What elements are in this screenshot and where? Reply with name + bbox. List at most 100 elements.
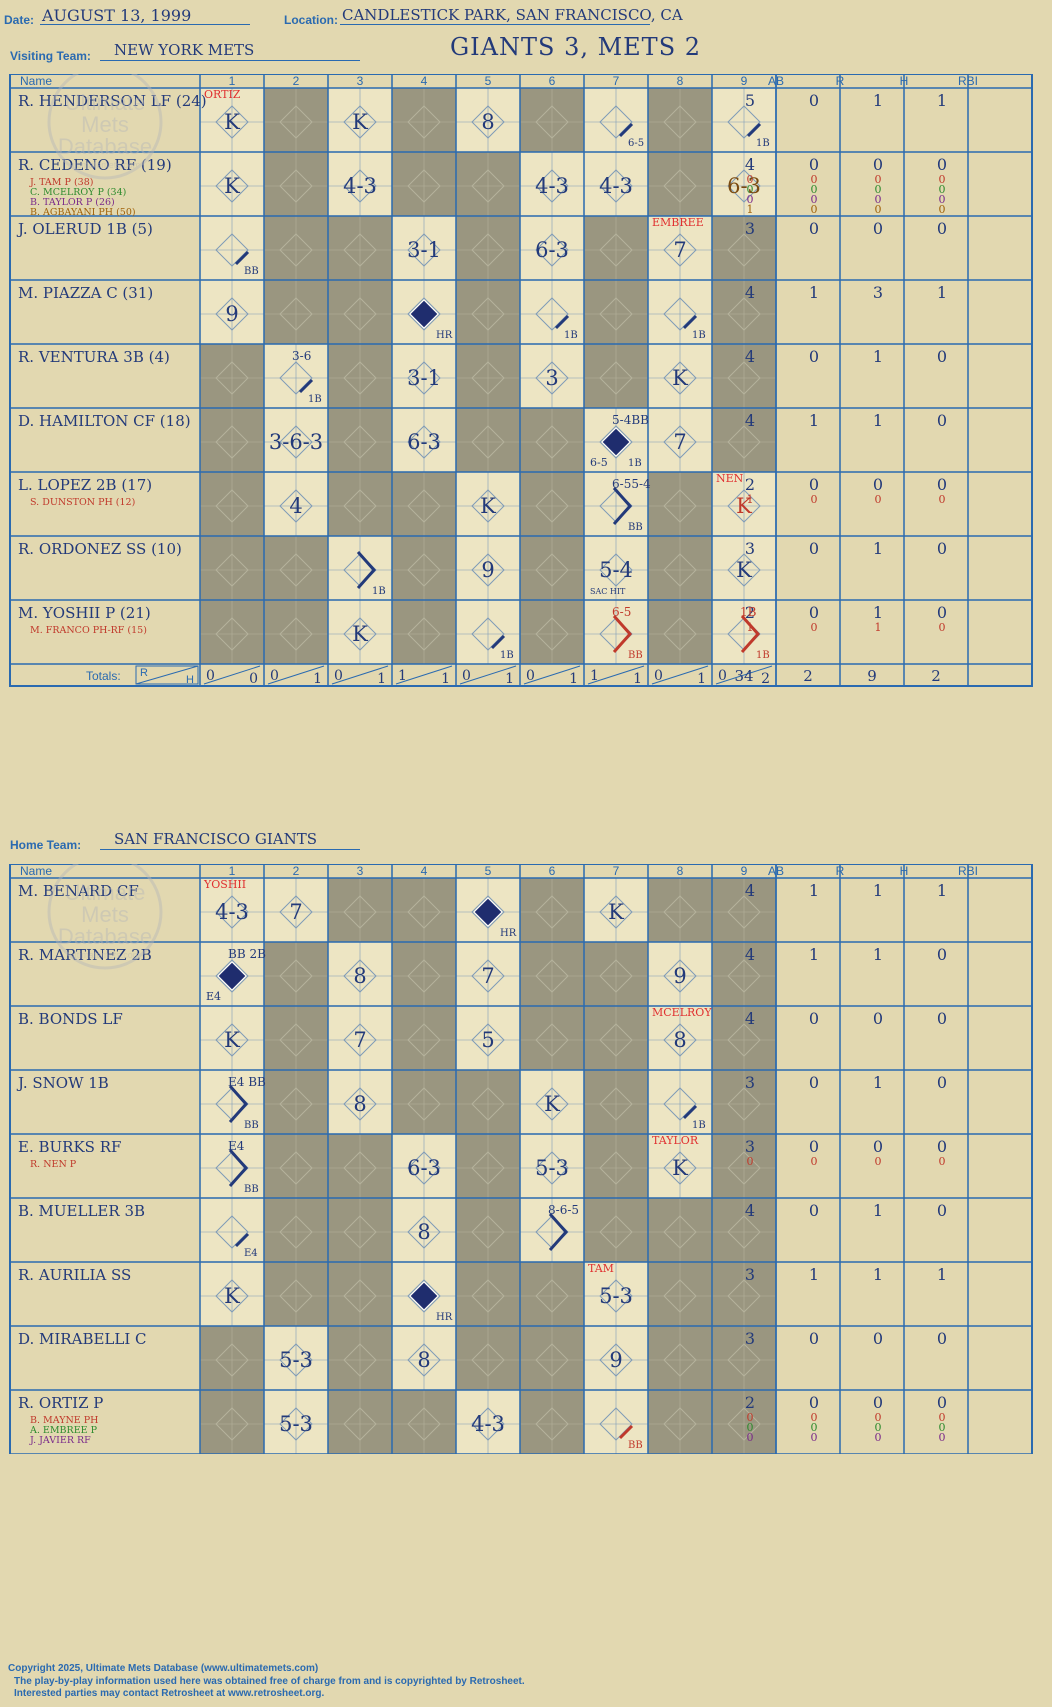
stat-h: 3 [873, 283, 883, 302]
card-border [9, 864, 1033, 1454]
stat-h: 1 [873, 91, 883, 110]
stat-ab: 4 [745, 411, 755, 430]
totals-slash [331, 665, 389, 685]
play-result: 5 [481, 1028, 494, 1052]
stat-ab: 0 [747, 1155, 754, 1168]
play-note: BB [628, 1440, 643, 1451]
play-note: HR [500, 928, 517, 939]
play-result: 7 [289, 900, 302, 924]
play-result: 4 [289, 494, 302, 518]
watermark-line3: Database [58, 134, 152, 159]
batter-name: J. SNOW 1B [16, 1074, 109, 1092]
stat-h: 0 [875, 1421, 882, 1434]
watermark-ring [47, 864, 163, 970]
stat-r: 0 [809, 1201, 819, 1220]
stat-r: 0 [811, 1431, 818, 1444]
game-result-title: GIANTS 3, METS 2 [450, 33, 702, 61]
substitute-name: B. AGBAYANI PH (50) [30, 207, 136, 218]
stat-ab: 4 [745, 1201, 755, 1220]
visiting-team-name: NEW YORK METS [114, 41, 255, 59]
stat-h: 0 [875, 203, 882, 216]
hit-mark [234, 250, 250, 266]
batter-name: M. BENARD CF [18, 882, 139, 900]
play-note: 6-5 [628, 138, 644, 149]
play-note: BB [244, 1184, 259, 1195]
inning-header: 7 [613, 864, 620, 878]
substitute-name: S. DUNSTON PH (12) [30, 497, 135, 508]
play-result: 7 [673, 430, 686, 454]
totals-legend-slash [135, 665, 199, 685]
play-note: 1B [372, 586, 386, 597]
stat-rbi: 0 [937, 155, 947, 174]
stat-r: 0 [811, 621, 818, 634]
stat-r: 0 [809, 1393, 819, 1412]
play-result: 6-3 [407, 430, 441, 454]
stat-rbi: 0 [939, 1411, 946, 1424]
stat-header-r: R [836, 74, 845, 88]
stat-ab: 3 [745, 1073, 755, 1092]
stat-header-rbi: RBI [958, 864, 978, 878]
watermark-ring [47, 74, 163, 180]
inning-header: 4 [421, 864, 428, 878]
stat-r: 0 [809, 475, 819, 494]
totals-slash [395, 665, 453, 685]
play-result: K [224, 110, 240, 134]
play-result: K [224, 1028, 240, 1052]
run-scored-diamond [473, 897, 503, 927]
play-result: K [608, 900, 624, 924]
pitching-change: MCELROY [652, 1006, 712, 1019]
totals-h-legend: H [186, 674, 194, 686]
run-scored-diamond [409, 299, 439, 329]
pitching-change: NEN [716, 472, 744, 485]
stat-ab: 1 [747, 493, 754, 506]
total-ab: 34 [734, 667, 753, 685]
inning-header: 7 [613, 74, 620, 88]
retrosheet-contact: Interested parties may contact Retroshee… [14, 1688, 325, 1699]
game-date: AUGUST 13, 1999 [42, 6, 192, 25]
stat-r: 0 [809, 1009, 819, 1028]
play-top-note: BB 2B [228, 947, 266, 961]
inning-header: 1 [229, 74, 236, 88]
stat-ab: 5 [745, 91, 755, 110]
hit-mark [554, 314, 570, 330]
substitute-name: M. FRANCO PH-RF (15) [30, 625, 147, 636]
play-result: K [736, 494, 752, 518]
stat-rbi: 0 [937, 475, 947, 494]
stat-r: 0 [811, 1155, 818, 1168]
inning-hits: 1 [697, 671, 706, 687]
stat-r: 0 [809, 347, 819, 366]
home-scorecard: Name 1 2 3 4 5 6 7 8 9 AB R H RBI M. BENARD CF 4 1 1 1 4-3 7… [9, 864, 1033, 1454]
inning-runs: 0 [206, 668, 215, 684]
stat-r: 0 [811, 183, 818, 196]
pitching-change: ORTIZ [204, 88, 241, 101]
inning-runs: 1 [590, 668, 599, 684]
stat-h: 1 [875, 621, 882, 634]
inning-header: 2 [293, 864, 300, 878]
stat-header-r: R [836, 864, 845, 878]
advance-mark [356, 551, 377, 589]
inning-header: 6 [549, 74, 556, 88]
play-result: 3-1 [407, 366, 441, 390]
inning-hits: 1 [569, 671, 578, 687]
watermark-url: ultimatemets.com [70, 160, 141, 170]
play-result: 5-3 [535, 1156, 569, 1180]
stat-h: 1 [873, 881, 883, 900]
hit-mark [298, 378, 314, 394]
stat-rbi: 0 [939, 493, 946, 506]
batter-name: R. MARTINEZ 2B [18, 946, 152, 964]
run-scored-diamond [601, 427, 631, 457]
stat-h: 0 [875, 493, 882, 506]
stat-rbi: 0 [937, 1393, 947, 1412]
stat-h: 1 [873, 1201, 883, 1220]
stat-r: 0 [809, 1137, 819, 1156]
stat-ab: 3 [745, 1329, 755, 1348]
play-result: 8 [417, 1348, 430, 1372]
stat-r: 1 [809, 283, 819, 302]
stat-h: 0 [873, 1393, 883, 1412]
batter-name: B. BONDS LF [18, 1010, 123, 1028]
play-top-note: 5-4BB [612, 413, 649, 427]
substitute-name: A. EMBREE P [29, 1425, 98, 1436]
watermark-line3: Database [58, 924, 152, 949]
date-label: Date: [4, 13, 35, 27]
